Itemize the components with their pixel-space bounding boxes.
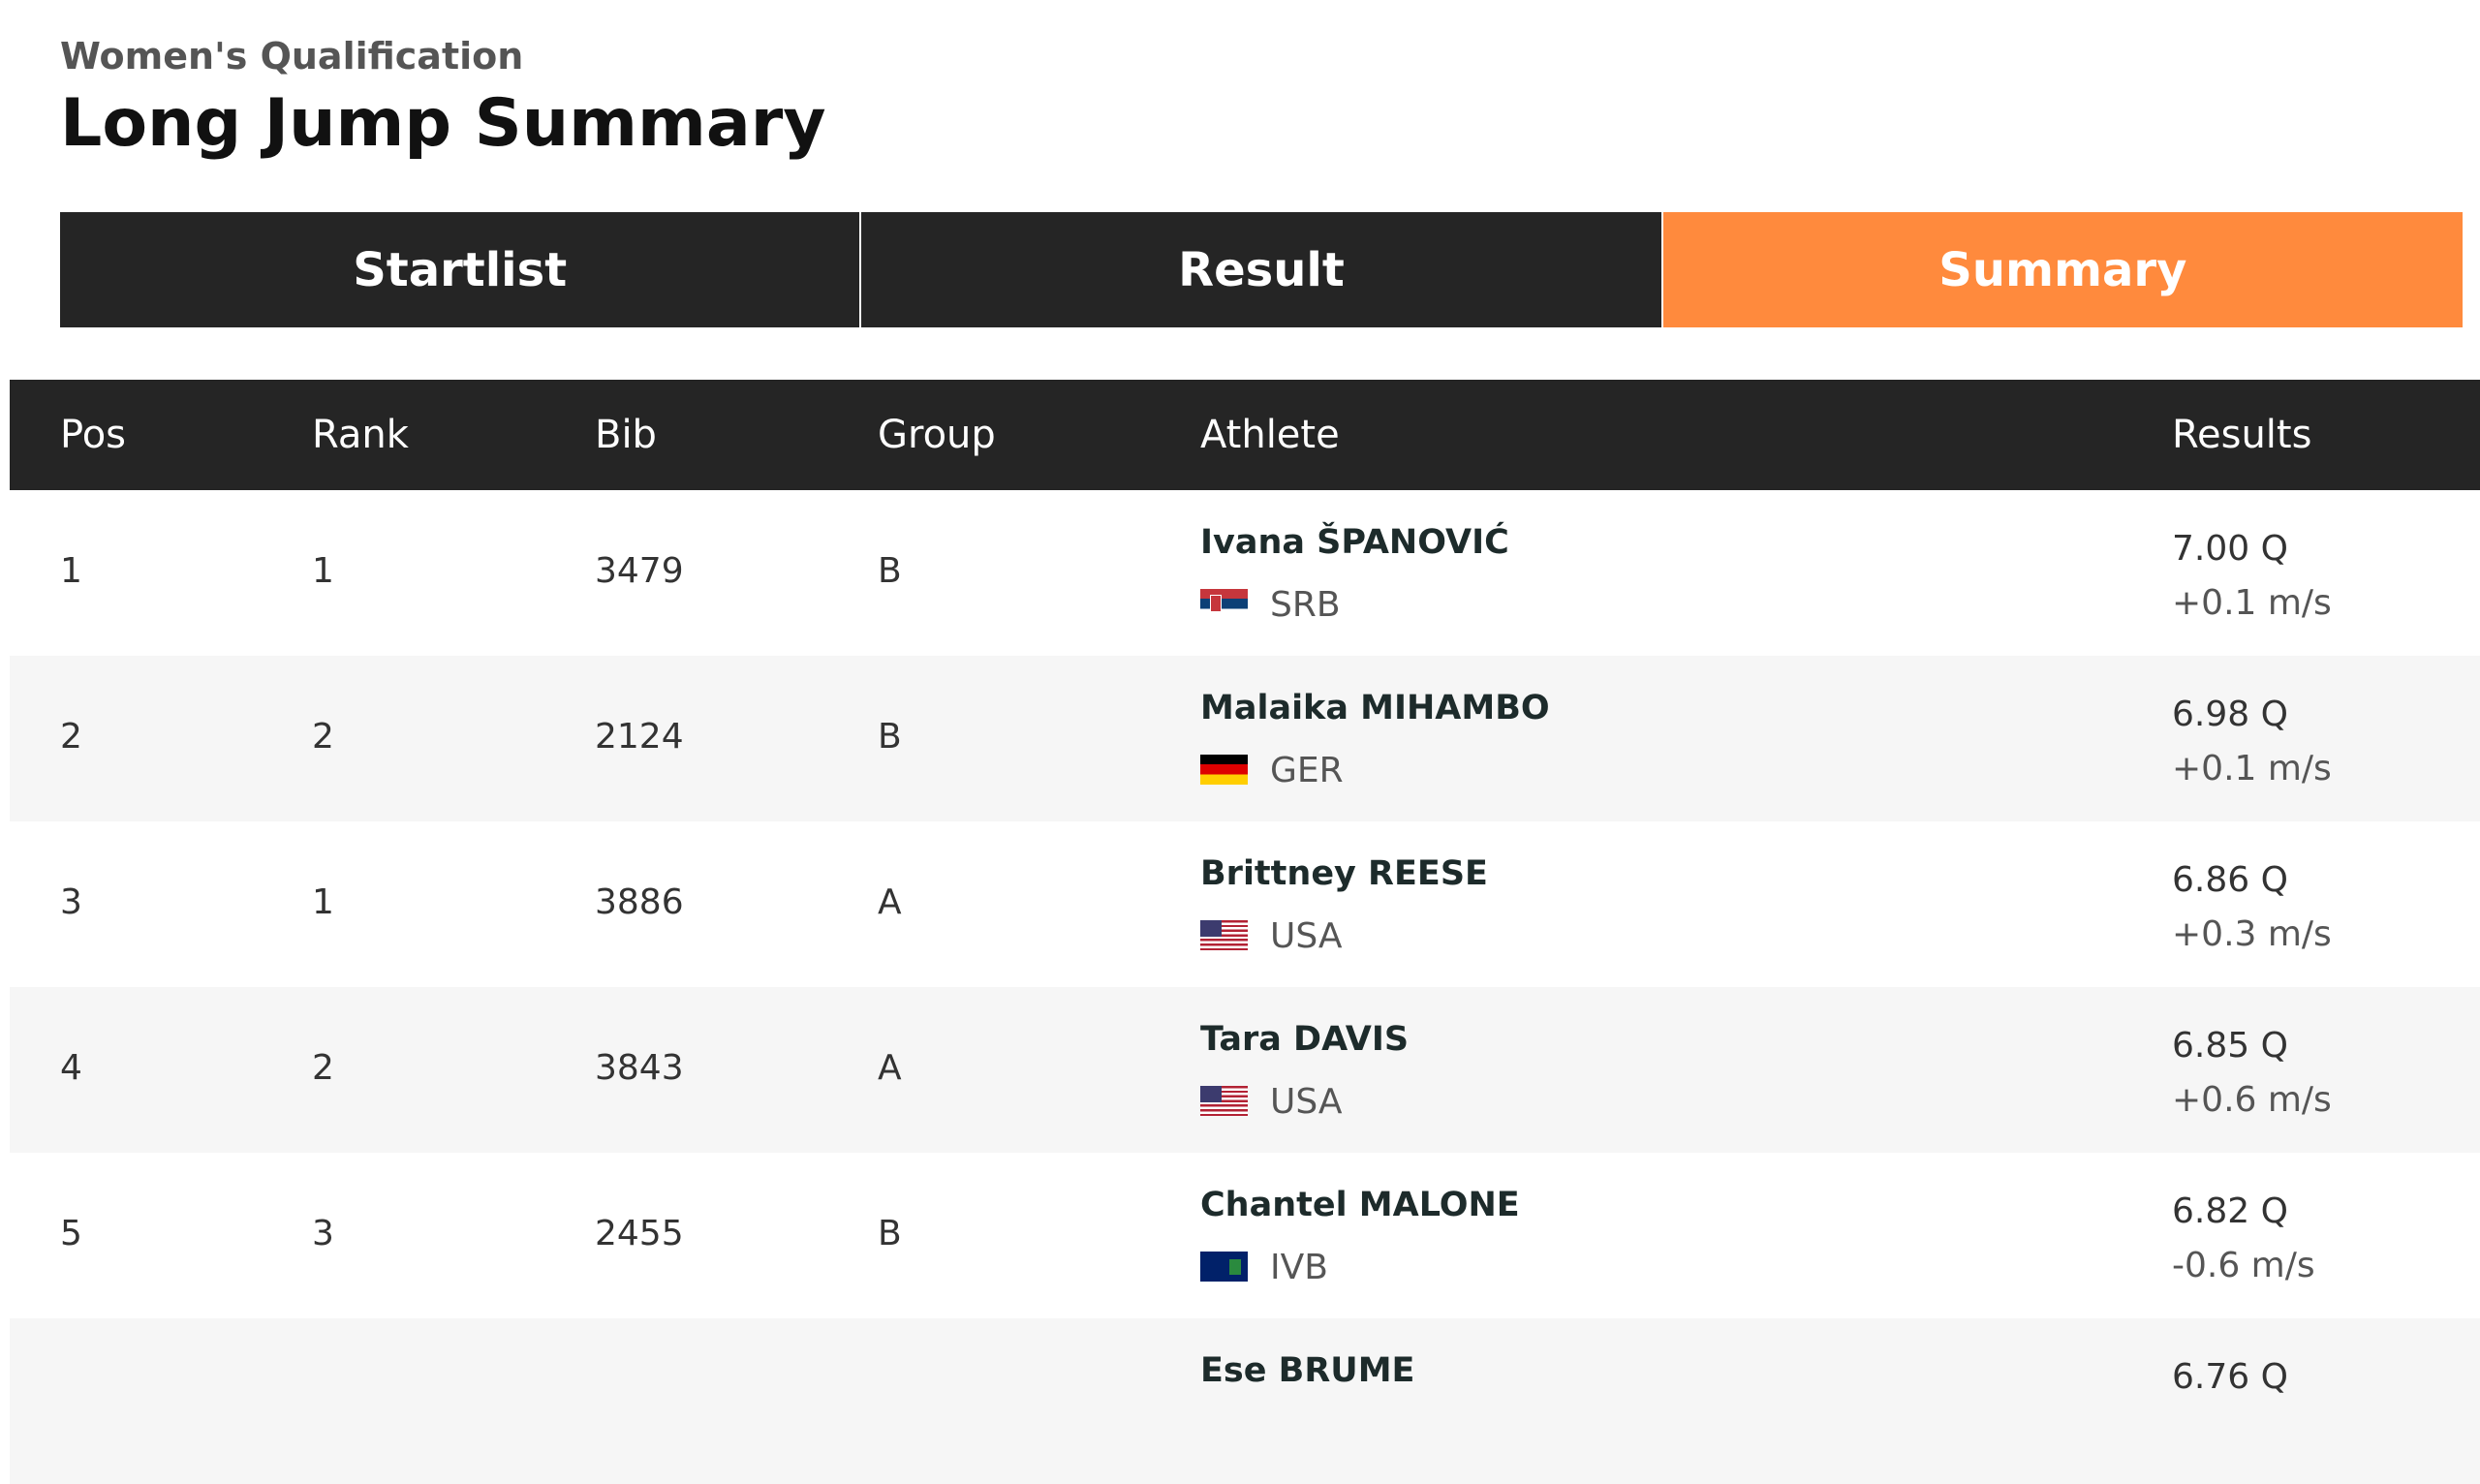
- country-code: USA: [1270, 1082, 1343, 1122]
- pos-cell: 4: [60, 1048, 82, 1088]
- wind: +0.3 m/s: [2172, 914, 2332, 954]
- country-code: IVB: [1270, 1248, 1328, 1287]
- bib-cell: 2455: [595, 1214, 684, 1253]
- tab[interactable]: Startlist: [60, 212, 860, 327]
- athlete-name: Brittney REESE: [1200, 854, 1488, 893]
- result: 6.76 Q: [2172, 1357, 2288, 1397]
- group-cell: A: [878, 882, 902, 922]
- column-header: Group: [878, 413, 996, 457]
- flag-icon: [1200, 920, 1248, 950]
- country-code: GER: [1270, 751, 1344, 790]
- group-cell: B: [878, 717, 902, 757]
- rank-cell: 1: [312, 882, 334, 922]
- flag-icon: [1200, 1252, 1248, 1282]
- flag-icon: [1200, 755, 1248, 785]
- rank-cell: 1: [312, 551, 334, 591]
- pos-cell: 3: [60, 882, 82, 922]
- column-header: Bib: [595, 413, 657, 457]
- flag-emblem: [1210, 595, 1222, 612]
- athlete-name: Ivana ŠPANOVIĆ: [1200, 523, 1509, 562]
- tab[interactable]: Result: [859, 212, 1661, 327]
- flag-canton: [1200, 1086, 1222, 1102]
- table-row: 4 2 3843 A Tara DAVIS USA 6.85 Q +0.6 m/s: [10, 987, 2480, 1153]
- table-row: 3 1 3886 A Brittney REESE USA 6.86 Q +0.3 m/s: [10, 821, 2480, 987]
- flag-icon: [1200, 589, 1248, 619]
- result: 6.85 Q: [2172, 1026, 2288, 1066]
- group-cell: B: [878, 1214, 902, 1253]
- group-cell: B: [878, 551, 902, 591]
- result: 6.98 Q: [2172, 695, 2288, 734]
- flag-emblem: [1229, 1259, 1241, 1275]
- subtitle: Women's Qualification: [60, 35, 524, 77]
- flag-icon: [1200, 1086, 1248, 1116]
- wind: +0.6 m/s: [2172, 1080, 2332, 1120]
- athlete-name: Ese BRUME: [1200, 1351, 1415, 1390]
- athlete-name: Tara DAVIS: [1200, 1020, 1410, 1059]
- result: 6.82 Q: [2172, 1191, 2288, 1231]
- flag-canton: [1200, 920, 1222, 937]
- column-header: Results: [2172, 413, 2312, 457]
- bib-cell: 3479: [595, 551, 684, 591]
- country-code: USA: [1270, 916, 1343, 956]
- wind: -0.6 m/s: [2172, 1246, 2315, 1285]
- wind: +0.1 m/s: [2172, 583, 2332, 623]
- table-header: Pos Rank Bib Group Athlete Results: [10, 380, 2480, 490]
- column-header: Athlete: [1200, 413, 1340, 457]
- column-header: Rank: [312, 413, 409, 457]
- rank-cell: 2: [312, 717, 334, 757]
- tab-bar: Startlist Result Summary: [60, 212, 2463, 327]
- table-row: 1 1 3479 B Ivana ŠPANOVIĆ SRB 7.00 Q +0.1 m/s: [10, 490, 2480, 656]
- page: Women's Qualification Long Jump Summary …: [10, 35, 2480, 1397]
- table-row: Ese BRUME 6.76 Q: [10, 1318, 2480, 1484]
- result: 7.00 Q: [2172, 529, 2288, 569]
- pos-cell: 1: [60, 551, 82, 591]
- table-row: 2 2 2124 B Malaika MIHAMBO GER 6.98 Q +0.1 m/s: [10, 656, 2480, 821]
- pos-cell: 5: [60, 1214, 82, 1253]
- group-cell: A: [878, 1048, 902, 1088]
- pos-cell: 2: [60, 717, 82, 757]
- column-header: Pos: [60, 413, 127, 457]
- bib-cell: 3886: [595, 882, 684, 922]
- page-title: Long Jump Summary: [60, 85, 826, 162]
- result: 6.86 Q: [2172, 860, 2288, 900]
- bib-cell: 2124: [595, 717, 684, 757]
- table-row: 5 3 2455 B Chantel MALONE IVB 6.82 Q -0.6 m/s: [10, 1153, 2480, 1318]
- country-code: SRB: [1270, 585, 1341, 625]
- athlete-name: Malaika MIHAMBO: [1200, 689, 1550, 727]
- tab[interactable]: Summary: [1660, 212, 2463, 327]
- bib-cell: 3843: [595, 1048, 684, 1088]
- rank-cell: 3: [312, 1214, 334, 1253]
- athlete-name: Chantel MALONE: [1200, 1186, 1520, 1224]
- wind: +0.1 m/s: [2172, 749, 2332, 788]
- rank-cell: 2: [312, 1048, 334, 1088]
